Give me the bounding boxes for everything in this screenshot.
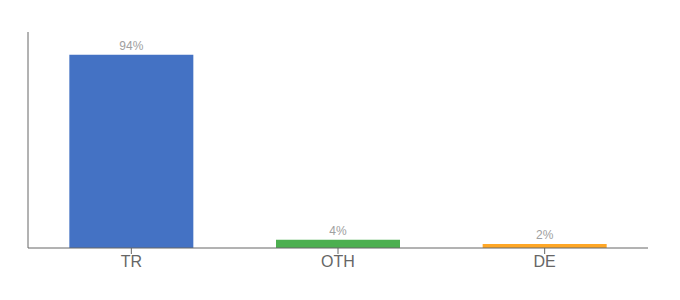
svg-text:2%: 2% (536, 228, 554, 242)
svg-text:4%: 4% (329, 224, 347, 238)
svg-text:TR: TR (121, 253, 142, 270)
svg-text:94%: 94% (119, 39, 143, 53)
svg-text:OTH: OTH (321, 253, 355, 270)
svg-text:DE: DE (534, 253, 556, 270)
